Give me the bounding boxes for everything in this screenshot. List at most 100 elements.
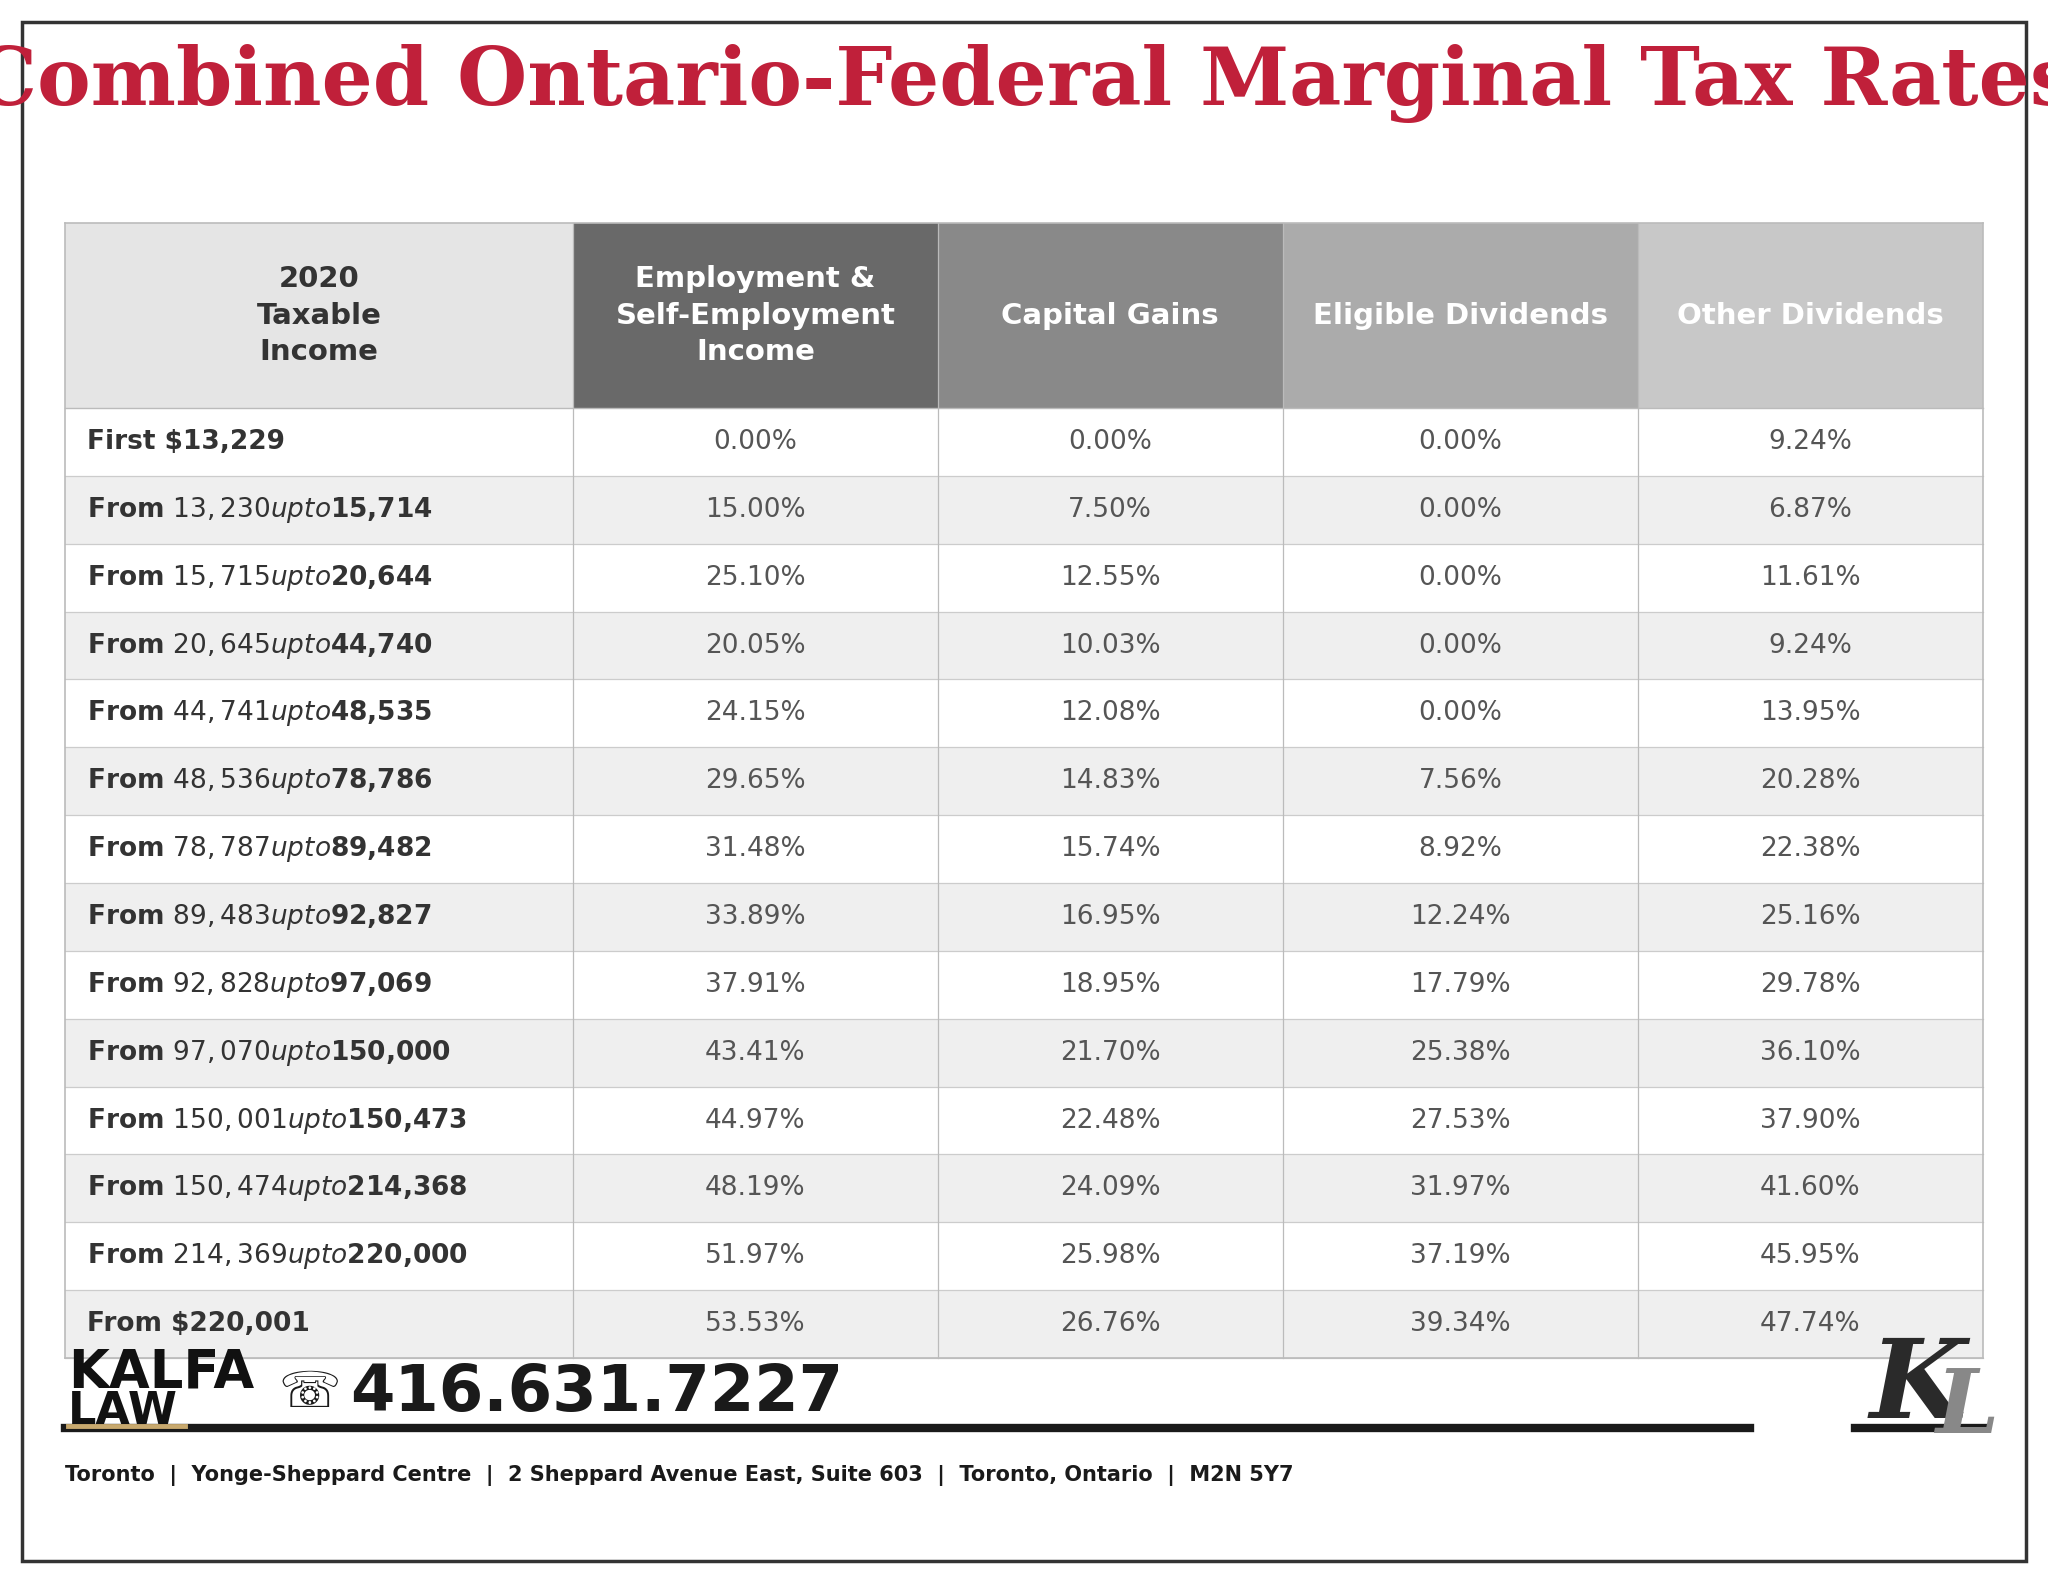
Bar bbox=[66, 883, 1982, 951]
Text: 25.16%: 25.16% bbox=[1759, 904, 1862, 929]
Text: 39.34%: 39.34% bbox=[1409, 1311, 1511, 1338]
Text: From $150,001 up to $150,473: From $150,001 up to $150,473 bbox=[86, 1105, 467, 1135]
Text: From $89,483 up to $92,827: From $89,483 up to $92,827 bbox=[86, 902, 432, 932]
Text: 7.50%: 7.50% bbox=[1069, 497, 1153, 522]
Text: 29.65%: 29.65% bbox=[705, 768, 805, 795]
Text: 37.91%: 37.91% bbox=[705, 972, 805, 997]
Text: 44.97%: 44.97% bbox=[705, 1108, 805, 1133]
Text: 53.53%: 53.53% bbox=[705, 1311, 805, 1338]
Text: 31.48%: 31.48% bbox=[705, 836, 805, 863]
Text: 25.98%: 25.98% bbox=[1061, 1243, 1161, 1270]
Text: L: L bbox=[1935, 1365, 1999, 1452]
Bar bbox=[66, 543, 1982, 611]
Text: LAW: LAW bbox=[68, 1390, 178, 1433]
Text: 51.97%: 51.97% bbox=[705, 1243, 805, 1270]
Text: From $97,070 up to $150,000: From $97,070 up to $150,000 bbox=[86, 1037, 451, 1067]
Text: 43.41%: 43.41% bbox=[705, 1040, 805, 1065]
Text: From $150,474 up to $214,368: From $150,474 up to $214,368 bbox=[86, 1173, 467, 1203]
Text: Toronto  |  Yonge-Sheppard Centre  |  2 Sheppard Avenue East, Suite 603  |  Toro: Toronto | Yonge-Sheppard Centre | 2 Shep… bbox=[66, 1464, 1294, 1485]
Text: 48.19%: 48.19% bbox=[705, 1175, 805, 1201]
Text: 0.00%: 0.00% bbox=[713, 429, 797, 454]
Bar bbox=[66, 223, 1982, 1358]
Text: 18.95%: 18.95% bbox=[1061, 972, 1161, 997]
Bar bbox=[66, 476, 1982, 543]
Text: 13.95%: 13.95% bbox=[1759, 700, 1862, 727]
Text: 24.15%: 24.15% bbox=[705, 700, 805, 727]
Text: 12.24%: 12.24% bbox=[1409, 904, 1511, 929]
Bar bbox=[66, 951, 1982, 1019]
Bar bbox=[66, 1290, 1982, 1358]
Text: 7.56%: 7.56% bbox=[1419, 768, 1503, 795]
Text: From $92,828 up to $97,069: From $92,828 up to $97,069 bbox=[86, 970, 432, 1000]
Text: 2020
Taxable
Income: 2020 Taxable Income bbox=[256, 264, 381, 366]
Text: 0.00%: 0.00% bbox=[1419, 633, 1503, 659]
Text: 9.24%: 9.24% bbox=[1767, 429, 1851, 454]
Text: KALFA: KALFA bbox=[68, 1347, 254, 1399]
Text: 0.00%: 0.00% bbox=[1419, 700, 1503, 727]
Text: 26.76%: 26.76% bbox=[1061, 1311, 1161, 1338]
Text: From $44,741 up to $48,535: From $44,741 up to $48,535 bbox=[86, 698, 432, 728]
Text: 6.87%: 6.87% bbox=[1767, 497, 1851, 522]
Text: 14.83%: 14.83% bbox=[1061, 768, 1161, 795]
Text: 0.00%: 0.00% bbox=[1419, 497, 1503, 522]
Text: 8.92%: 8.92% bbox=[1419, 836, 1503, 863]
Text: From $15,715 up to $20,644: From $15,715 up to $20,644 bbox=[86, 562, 432, 592]
Text: 41.60%: 41.60% bbox=[1759, 1175, 1862, 1201]
Text: From $220,001: From $220,001 bbox=[86, 1311, 309, 1338]
Text: 25.38%: 25.38% bbox=[1409, 1040, 1511, 1065]
Text: First $13,229: First $13,229 bbox=[86, 429, 285, 454]
Text: 22.38%: 22.38% bbox=[1759, 836, 1862, 863]
Text: 37.19%: 37.19% bbox=[1409, 1243, 1511, 1270]
Text: 36.10%: 36.10% bbox=[1759, 1040, 1862, 1065]
Bar bbox=[66, 747, 1982, 815]
Bar bbox=[66, 408, 1982, 476]
Text: 17.79%: 17.79% bbox=[1409, 972, 1511, 997]
Text: From $20,645 up to $44,740: From $20,645 up to $44,740 bbox=[86, 630, 432, 660]
Bar bbox=[66, 679, 1982, 747]
Text: K: K bbox=[1870, 1334, 1966, 1442]
Text: 27.53%: 27.53% bbox=[1409, 1108, 1511, 1133]
Text: 29.78%: 29.78% bbox=[1759, 972, 1862, 997]
Bar bbox=[573, 223, 938, 408]
Text: 25.10%: 25.10% bbox=[705, 565, 805, 590]
Text: Capital Gains: Capital Gains bbox=[1001, 301, 1219, 329]
Text: ☏: ☏ bbox=[279, 1369, 342, 1417]
Bar bbox=[66, 1222, 1982, 1290]
Text: Employment &
Self-Employment
Income: Employment & Self-Employment Income bbox=[616, 264, 895, 366]
Text: 31.97%: 31.97% bbox=[1409, 1175, 1511, 1201]
Text: 37.90%: 37.90% bbox=[1759, 1108, 1862, 1133]
Bar bbox=[66, 1086, 1982, 1154]
Text: From $78,787 up to $89,482: From $78,787 up to $89,482 bbox=[86, 834, 432, 864]
Text: 22.48%: 22.48% bbox=[1061, 1108, 1161, 1133]
Text: From $48,536 up to $78,786: From $48,536 up to $78,786 bbox=[86, 766, 432, 796]
Text: 47.74%: 47.74% bbox=[1759, 1311, 1862, 1338]
Text: From $214,369 up to $220,000: From $214,369 up to $220,000 bbox=[86, 1241, 467, 1271]
Bar bbox=[66, 1154, 1982, 1222]
Text: 0.00%: 0.00% bbox=[1419, 565, 1503, 590]
Text: From $13,230 up to $15,714: From $13,230 up to $15,714 bbox=[86, 495, 432, 526]
Text: 12.08%: 12.08% bbox=[1061, 700, 1161, 727]
Text: 21.70%: 21.70% bbox=[1061, 1040, 1161, 1065]
Text: Other Dividends: Other Dividends bbox=[1677, 301, 1944, 329]
Text: 16.95%: 16.95% bbox=[1061, 904, 1161, 929]
Text: 15.74%: 15.74% bbox=[1061, 836, 1161, 863]
Text: 0.00%: 0.00% bbox=[1419, 429, 1503, 454]
Text: 33.89%: 33.89% bbox=[705, 904, 805, 929]
Text: 45.95%: 45.95% bbox=[1759, 1243, 1862, 1270]
Text: 20.28%: 20.28% bbox=[1759, 768, 1862, 795]
Bar bbox=[66, 1019, 1982, 1086]
Text: 10.03%: 10.03% bbox=[1061, 633, 1161, 659]
Bar bbox=[1282, 223, 1638, 408]
Bar bbox=[66, 815, 1982, 883]
Text: 9.24%: 9.24% bbox=[1767, 633, 1851, 659]
Bar bbox=[66, 223, 573, 408]
Text: 11.61%: 11.61% bbox=[1759, 565, 1862, 590]
Text: 20.05%: 20.05% bbox=[705, 633, 805, 659]
Text: 12.55%: 12.55% bbox=[1061, 565, 1161, 590]
Text: 24.09%: 24.09% bbox=[1061, 1175, 1161, 1201]
Text: Eligible Dividends: Eligible Dividends bbox=[1313, 301, 1608, 329]
Bar bbox=[1638, 223, 1982, 408]
Text: 0.00%: 0.00% bbox=[1069, 429, 1153, 454]
Bar bbox=[938, 223, 1282, 408]
Text: 15.00%: 15.00% bbox=[705, 497, 805, 522]
